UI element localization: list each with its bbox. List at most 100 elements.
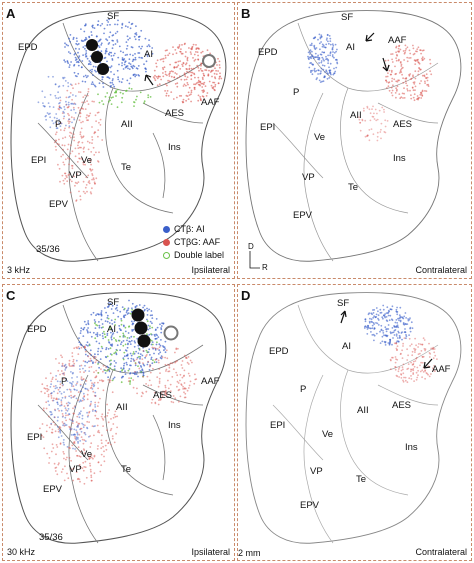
labeled-cell xyxy=(91,384,93,387)
labeled-cell xyxy=(385,79,387,82)
labeled-cell xyxy=(122,332,125,335)
labeled-cell xyxy=(72,106,75,109)
labeled-cell xyxy=(94,131,97,134)
labeled-cell xyxy=(94,356,97,358)
labeled-cell xyxy=(392,356,394,359)
labeled-cell xyxy=(48,457,51,459)
labeled-cell xyxy=(110,427,113,430)
labeled-cell xyxy=(421,56,424,59)
labeled-cell xyxy=(173,76,176,79)
labeled-cell xyxy=(372,133,375,136)
labeled-cell xyxy=(83,371,85,374)
labeled-cell xyxy=(76,382,78,385)
labeled-cell xyxy=(155,343,158,346)
labeled-cell xyxy=(51,428,54,431)
labeled-cell xyxy=(80,330,82,332)
labeled-cell xyxy=(106,39,109,42)
labeled-cell xyxy=(177,64,180,67)
labeled-cell xyxy=(330,73,332,76)
labeled-cell xyxy=(104,372,107,374)
labeled-cell xyxy=(396,85,399,88)
labeled-cell xyxy=(197,99,200,102)
labeled-cell xyxy=(309,53,311,55)
labeled-cell xyxy=(98,324,101,327)
labeled-cell xyxy=(82,469,85,472)
labeled-cell xyxy=(384,59,387,62)
labeled-cell xyxy=(425,372,428,374)
labeled-cell xyxy=(364,119,367,122)
labeled-cell xyxy=(92,390,95,393)
labeled-cell xyxy=(91,187,93,190)
labeled-cell xyxy=(203,81,206,84)
area-label: VP xyxy=(310,466,323,477)
labeled-cell xyxy=(55,140,58,142)
area-label: AAF xyxy=(201,376,220,387)
labeled-cell xyxy=(88,180,91,182)
labeled-cell xyxy=(386,306,389,309)
labeled-cell xyxy=(403,97,406,99)
labeled-cell xyxy=(187,83,189,86)
labeled-cell xyxy=(127,307,130,310)
labeled-cell xyxy=(160,78,163,81)
labeled-cell xyxy=(122,58,124,61)
labeled-cell xyxy=(188,71,190,74)
labeled-cell xyxy=(423,339,426,341)
labeled-cell xyxy=(358,116,360,119)
labeled-cell xyxy=(90,169,92,172)
labeled-cell xyxy=(99,118,102,121)
labeled-cell xyxy=(87,174,90,177)
labeled-cell xyxy=(107,317,110,320)
area-label: EPV xyxy=(300,500,320,511)
labeled-cell xyxy=(78,157,80,160)
labeled-cell xyxy=(190,100,193,103)
labeled-cell xyxy=(82,328,85,331)
labeled-cell xyxy=(326,37,328,40)
labeled-cell xyxy=(405,334,407,336)
labeled-cell xyxy=(401,66,404,69)
labeled-cell xyxy=(78,152,80,155)
labeled-cell xyxy=(65,174,67,177)
labeled-cell xyxy=(72,94,74,96)
labeled-cell xyxy=(82,136,84,139)
labeled-cell xyxy=(91,382,93,384)
labeled-cell xyxy=(49,126,52,129)
labeled-cell xyxy=(146,375,149,378)
labeled-cell xyxy=(140,29,143,32)
labeled-cell xyxy=(71,164,73,167)
labeled-cell xyxy=(54,430,57,433)
labeled-cell xyxy=(77,82,80,85)
labeled-cell xyxy=(64,61,67,63)
labeled-cell xyxy=(105,448,108,451)
labeled-cell xyxy=(395,96,397,99)
labeled-cell xyxy=(329,62,332,65)
labeled-cell xyxy=(130,364,132,367)
labeled-cell xyxy=(84,24,86,27)
labeled-cell xyxy=(80,127,83,130)
labeled-cell xyxy=(61,421,64,423)
labeled-cell xyxy=(89,69,92,72)
labeled-cell xyxy=(114,32,117,35)
labeled-cell xyxy=(181,63,184,66)
labeled-cell xyxy=(110,308,113,310)
labeled-cell xyxy=(177,389,180,392)
labeled-cell xyxy=(371,324,374,327)
labeled-cell xyxy=(143,364,146,367)
labeled-cell xyxy=(145,383,148,385)
labeled-cell xyxy=(406,348,408,351)
labeled-cell xyxy=(75,437,78,440)
labeled-cell xyxy=(110,344,113,347)
labeled-cell xyxy=(116,30,119,33)
labeled-cell xyxy=(128,87,131,90)
labeled-cell xyxy=(147,44,150,46)
labeled-cell xyxy=(397,59,400,62)
labeled-cell xyxy=(82,426,85,429)
brain-outline-b xyxy=(245,10,462,269)
labeled-cell xyxy=(361,119,364,122)
area-label: AII xyxy=(121,119,133,130)
labeled-cell xyxy=(77,426,79,428)
labeled-cell xyxy=(121,64,123,67)
labeled-cell xyxy=(307,51,310,54)
labeled-cell xyxy=(372,105,374,108)
labeled-cell xyxy=(90,479,93,482)
labeled-cell xyxy=(158,349,161,351)
